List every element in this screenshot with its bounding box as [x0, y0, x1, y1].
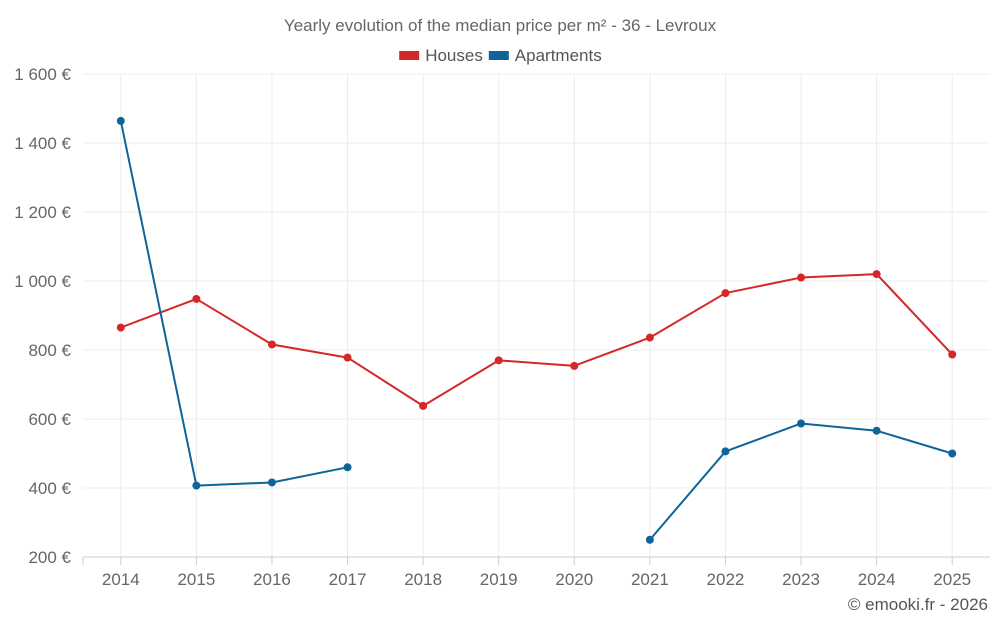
series — [116, 116, 957, 544]
y-tick-label: 1 600 € — [14, 65, 71, 84]
series-line-houses — [119, 273, 954, 407]
x-tick-label: 2024 — [858, 570, 896, 589]
data-point-apartments[interactable] — [797, 419, 806, 428]
y-tick-label: 1 400 € — [14, 134, 71, 153]
y-tick-label: 200 € — [28, 548, 71, 567]
data-point-apartments[interactable] — [192, 481, 201, 490]
series-houses — [116, 270, 957, 410]
data-point-houses[interactable] — [721, 289, 730, 298]
series-apartments — [116, 116, 957, 544]
series-line-apartments — [119, 119, 349, 487]
x-tick-label: 2025 — [933, 570, 971, 589]
data-point-houses[interactable] — [116, 323, 125, 332]
legend-item-apartments[interactable]: Apartments — [488, 46, 602, 65]
data-point-apartments[interactable] — [645, 535, 654, 544]
x-tick-label: 2021 — [631, 570, 669, 589]
y-tick-label: 1 200 € — [14, 203, 71, 222]
data-point-houses[interactable] — [872, 270, 881, 279]
legend-label: Houses — [425, 46, 483, 65]
data-point-apartments[interactable] — [116, 116, 125, 125]
x-tick-label: 2020 — [555, 570, 593, 589]
legend-label: Apartments — [515, 46, 602, 65]
x-tick-label: 2018 — [404, 570, 442, 589]
y-tick-label: 400 € — [28, 479, 71, 498]
x-tick-label: 2023 — [782, 570, 820, 589]
data-point-apartments[interactable] — [267, 478, 276, 487]
x-tick-label: 2014 — [102, 570, 140, 589]
data-point-apartments[interactable] — [948, 449, 957, 458]
x-tick-label: 2022 — [707, 570, 745, 589]
data-point-apartments[interactable] — [721, 447, 730, 456]
data-point-houses[interactable] — [645, 333, 654, 342]
credit-text: © emooki.fr - 2026 — [848, 595, 988, 614]
legend-item-houses[interactable]: Houses — [399, 46, 483, 65]
x-tick-label: 2015 — [177, 570, 215, 589]
legend-swatch — [399, 51, 420, 60]
data-point-houses[interactable] — [797, 273, 806, 282]
x-tick-label: 2017 — [329, 570, 367, 589]
grid — [83, 73, 990, 557]
y-tick-label: 600 € — [28, 410, 71, 429]
axes: 200 € 400 € 600 € 800 € 1 000 € 1 200 € 1 400 … — [14, 65, 990, 589]
chart-title: Yearly evolution of the median price per… — [284, 16, 717, 35]
data-point-houses[interactable] — [267, 340, 276, 349]
data-point-houses[interactable] — [419, 401, 428, 410]
data-point-houses[interactable] — [494, 356, 503, 365]
x-tick-label: 2019 — [480, 570, 518, 589]
x-tick-label: 2016 — [253, 570, 291, 589]
data-point-apartments[interactable] — [872, 426, 881, 435]
data-point-houses[interactable] — [343, 353, 352, 362]
data-point-houses[interactable] — [192, 294, 201, 303]
legend: Houses Apartments — [399, 46, 602, 65]
data-point-houses[interactable] — [570, 361, 579, 370]
data-point-houses[interactable] — [948, 350, 957, 359]
legend-swatch — [488, 51, 509, 60]
y-tick-label: 1 000 € — [14, 272, 71, 291]
y-tick-label: 800 € — [28, 341, 71, 360]
data-point-apartments[interactable] — [343, 463, 352, 472]
